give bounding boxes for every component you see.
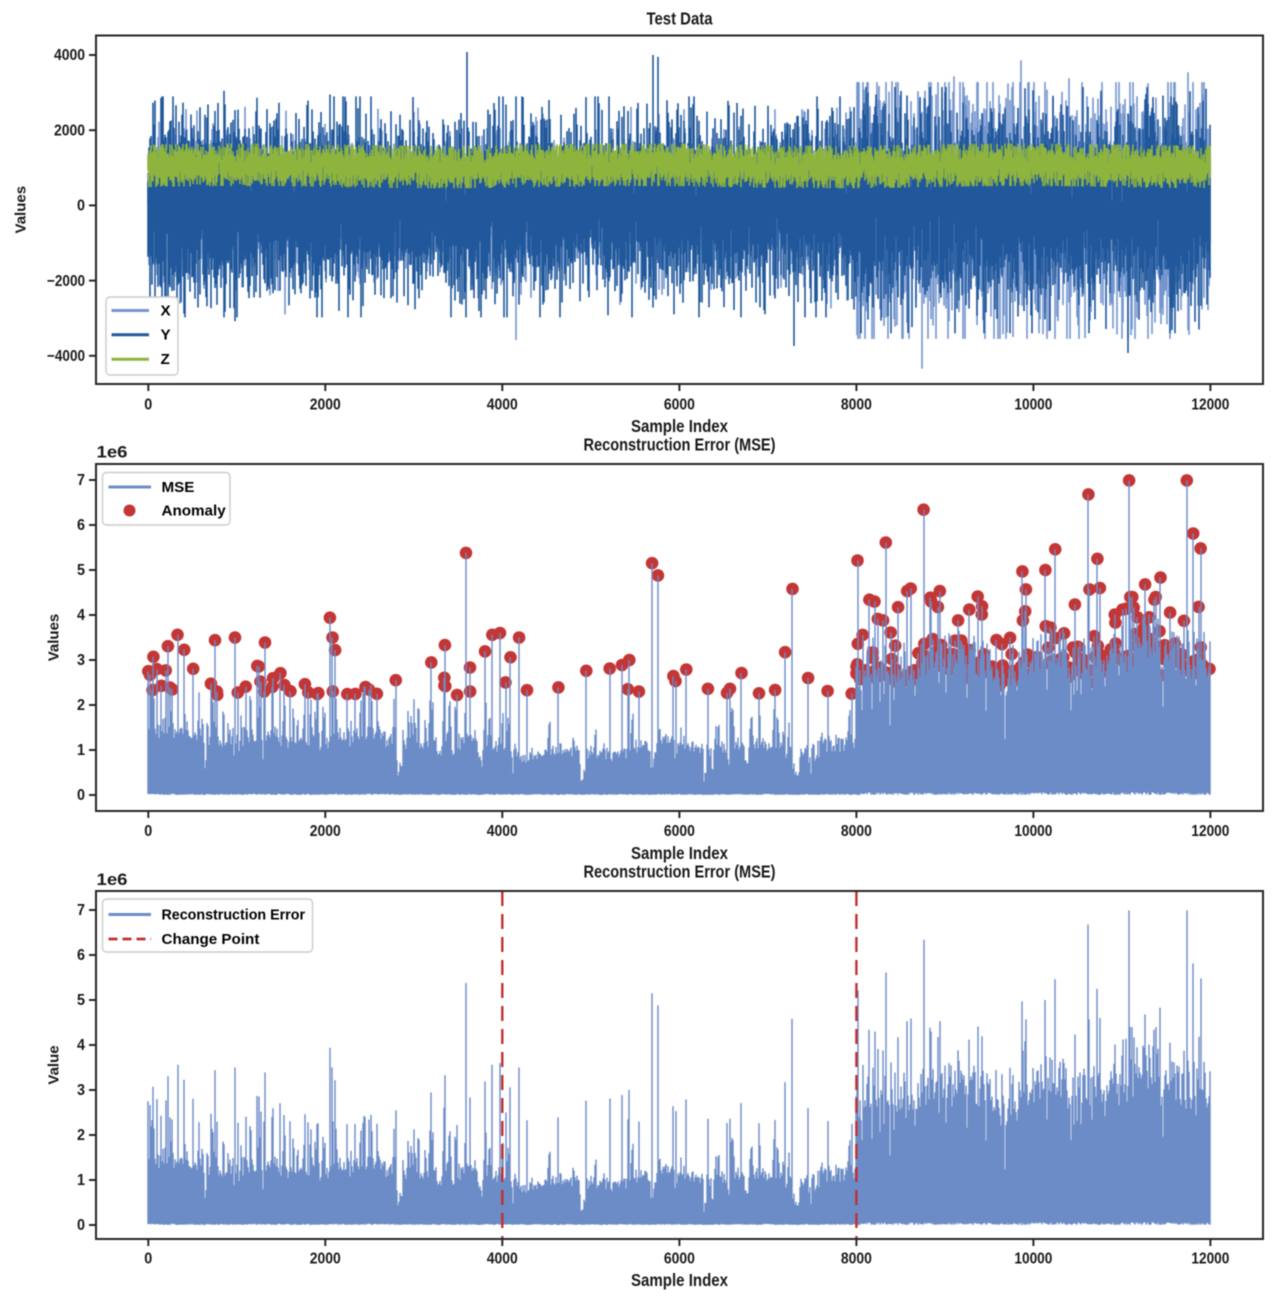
- svg-text:6000: 6000: [664, 823, 695, 840]
- svg-text:0: 0: [77, 1217, 85, 1234]
- svg-text:8000: 8000: [841, 397, 872, 414]
- svg-text:4000: 4000: [54, 47, 85, 64]
- svg-text:Change Point: Change Point: [162, 931, 260, 948]
- svg-text:2000: 2000: [310, 397, 341, 414]
- svg-text:2000: 2000: [54, 122, 85, 139]
- svg-text:Reconstruction Error: Reconstruction Error: [162, 906, 306, 923]
- svg-text:0: 0: [144, 823, 152, 840]
- svg-text:2: 2: [77, 697, 85, 714]
- svg-text:6000: 6000: [664, 1251, 695, 1268]
- svg-text:0: 0: [77, 198, 85, 215]
- svg-text:5: 5: [77, 992, 85, 1009]
- svg-text:−2000: −2000: [47, 273, 85, 290]
- svg-text:Test Data: Test Data: [647, 9, 713, 29]
- svg-text:Anomaly: Anomaly: [162, 502, 227, 519]
- svg-text:12000: 12000: [1191, 823, 1229, 840]
- svg-text:5: 5: [77, 562, 85, 579]
- svg-text:6: 6: [77, 517, 85, 534]
- svg-text:7: 7: [77, 472, 85, 489]
- svg-text:Values: Values: [46, 614, 63, 662]
- svg-text:0: 0: [144, 1251, 152, 1268]
- svg-text:2: 2: [77, 1127, 85, 1144]
- svg-text:7: 7: [77, 902, 85, 919]
- svg-text:Y: Y: [161, 327, 171, 344]
- svg-text:Values: Values: [13, 186, 30, 234]
- svg-text:Sample Index: Sample Index: [631, 1270, 728, 1290]
- svg-text:1e6: 1e6: [97, 871, 128, 889]
- svg-text:1e6: 1e6: [97, 444, 128, 462]
- svg-text:2000: 2000: [310, 823, 341, 840]
- svg-text:3: 3: [77, 652, 85, 669]
- svg-text:10000: 10000: [1014, 397, 1052, 414]
- svg-text:Reconstruction Error (MSE): Reconstruction Error (MSE): [584, 862, 776, 882]
- svg-text:0: 0: [144, 397, 152, 414]
- svg-text:4000: 4000: [487, 823, 518, 840]
- svg-text:12000: 12000: [1191, 1251, 1229, 1268]
- svg-text:−4000: −4000: [47, 348, 85, 365]
- svg-text:10000: 10000: [1014, 1251, 1052, 1268]
- svg-text:X: X: [161, 302, 171, 319]
- svg-text:4: 4: [77, 607, 85, 624]
- svg-text:Value: Value: [46, 1045, 63, 1084]
- svg-text:0: 0: [77, 787, 85, 804]
- svg-text:1: 1: [77, 1172, 85, 1189]
- svg-text:4000: 4000: [487, 1251, 518, 1268]
- svg-text:3: 3: [77, 1082, 85, 1099]
- svg-text:MSE: MSE: [162, 479, 195, 496]
- svg-text:12000: 12000: [1191, 397, 1229, 414]
- svg-text:8000: 8000: [841, 823, 872, 840]
- svg-text:Z: Z: [161, 351, 170, 368]
- svg-text:2000: 2000: [310, 1251, 341, 1268]
- svg-text:Sample Index: Sample Index: [631, 416, 728, 436]
- svg-text:8000: 8000: [841, 1251, 872, 1268]
- svg-text:1: 1: [77, 742, 85, 759]
- svg-text:4000: 4000: [487, 397, 518, 414]
- svg-text:6000: 6000: [664, 397, 695, 414]
- svg-text:6: 6: [77, 947, 85, 964]
- svg-text:4: 4: [77, 1037, 85, 1054]
- svg-text:Sample Index: Sample Index: [631, 843, 728, 863]
- svg-text:Reconstruction Error (MSE): Reconstruction Error (MSE): [584, 435, 776, 455]
- svg-text:10000: 10000: [1014, 823, 1052, 840]
